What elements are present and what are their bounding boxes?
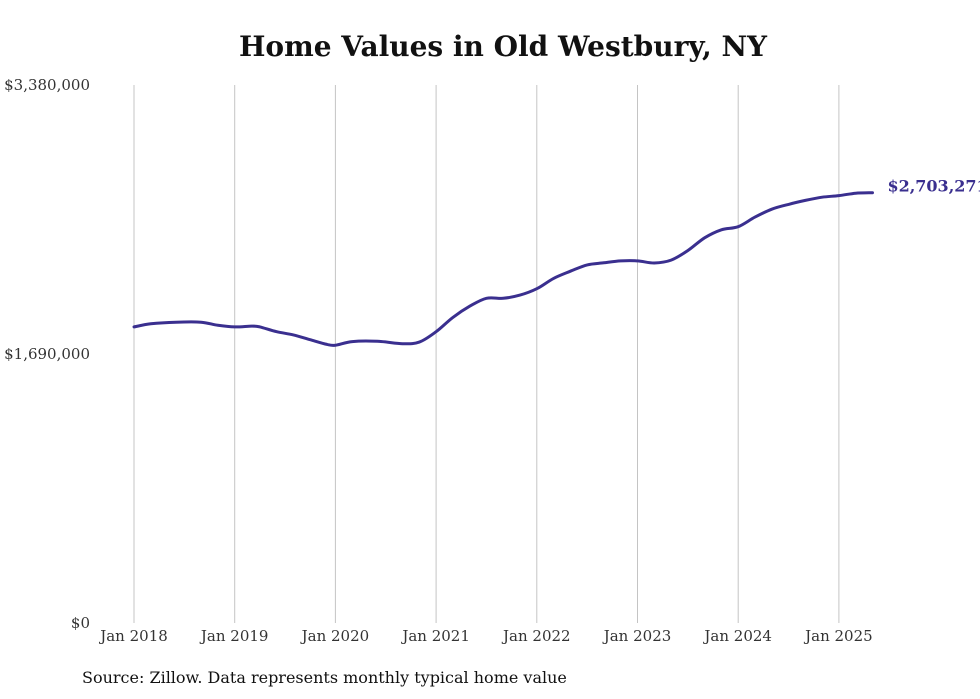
x-tick-label: Jan 2021 xyxy=(400,627,470,645)
y-tick-label: $3,380,000 xyxy=(4,76,90,94)
x-tick-label: Jan 2024 xyxy=(702,627,772,645)
line-chart: $0$1,690,000$3,380,000 Jan 2018 Jan 2019 J… xyxy=(4,76,980,645)
gridlines xyxy=(133,85,840,623)
x-axis-labels: Jan 2018 Jan 2019 Jan 2020 Jan 2021 Jan 2022… xyxy=(98,627,872,645)
series-layer: $2,703,271 xyxy=(132,177,980,347)
series-line-1 xyxy=(132,191,874,347)
x-tick-label: Jan 2020 xyxy=(300,627,370,645)
y-axis-labels: $0 $1,690,000 $3,380,000 xyxy=(4,76,90,632)
y-tick-label: $1,690,000 xyxy=(4,345,90,363)
source-note: Source: Zillow. Data represents monthly … xyxy=(82,668,567,687)
x-tick-label: Jan 2022 xyxy=(501,627,571,645)
end-value-label: $2,703,271 xyxy=(887,177,980,196)
y-tick-label: $0 xyxy=(71,614,90,632)
x-tick-label: Jan 2025 xyxy=(803,627,873,645)
x-tick-label: Jan 2019 xyxy=(199,627,269,645)
x-tick-label: Jan 2018 xyxy=(98,627,168,645)
x-tick-label: Jan 2023 xyxy=(602,627,672,645)
chart-title: Home Values in Old Westbury, NY xyxy=(238,30,768,63)
